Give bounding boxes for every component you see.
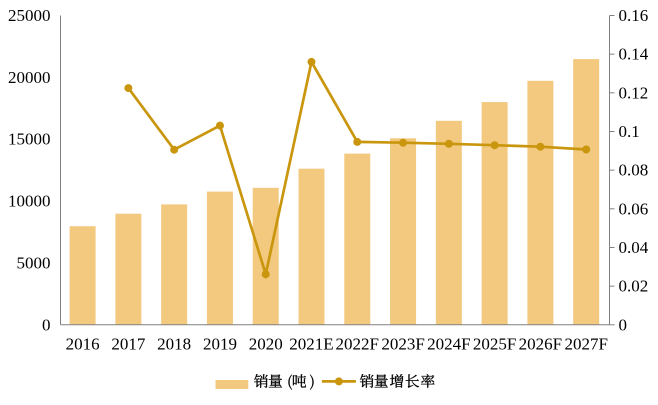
svg-text:2017: 2017 (111, 335, 146, 354)
svg-text:0.14: 0.14 (619, 45, 649, 64)
svg-text:10000: 10000 (8, 192, 51, 211)
svg-text:2021E: 2021E (289, 335, 333, 354)
svg-text:2024F: 2024F (427, 335, 470, 354)
svg-text:0.16: 0.16 (619, 6, 649, 25)
svg-text:25000: 25000 (8, 6, 51, 25)
svg-text:0.12: 0.12 (619, 83, 649, 102)
svg-text:0.02: 0.02 (619, 277, 649, 296)
svg-text:2025F: 2025F (473, 335, 516, 354)
svg-text:20000: 20000 (8, 68, 51, 87)
svg-text:0: 0 (619, 315, 628, 334)
svg-text:0.06: 0.06 (619, 199, 649, 218)
svg-text:2018: 2018 (157, 335, 191, 354)
svg-text:0.04: 0.04 (619, 238, 649, 257)
svg-text:0: 0 (42, 315, 51, 334)
svg-text:2020: 2020 (249, 335, 283, 354)
svg-text:0.1: 0.1 (619, 122, 640, 141)
svg-text:15000: 15000 (8, 130, 51, 149)
svg-text:2027F: 2027F (564, 335, 607, 354)
svg-text:2016: 2016 (66, 335, 100, 354)
svg-text:0.08: 0.08 (619, 161, 649, 180)
svg-text:2019: 2019 (203, 335, 237, 354)
svg-text:2023F: 2023F (381, 335, 424, 354)
svg-text:2022F: 2022F (336, 335, 379, 354)
svg-text:5000: 5000 (17, 253, 51, 272)
svg-text:2026F: 2026F (519, 335, 562, 354)
